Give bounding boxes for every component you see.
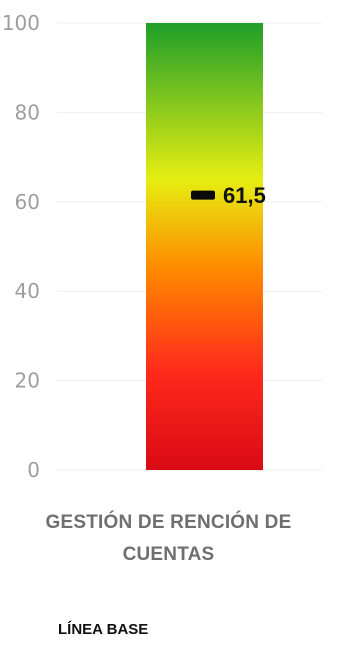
y-tick-label-60: 60 (15, 190, 40, 214)
y-tick-label-40: 40 (15, 279, 40, 303)
y-tick-label-80: 80 (15, 100, 40, 124)
markers: 61,5 (191, 183, 266, 208)
y-tick-label-20: 20 (15, 369, 40, 393)
bars (146, 23, 263, 470)
baseline-label: LÍNEA BASE (58, 621, 149, 638)
y-axis-ticks: 0 20 40 60 80 100 (2, 11, 40, 482)
y-tick-label-100: 100 (2, 11, 40, 35)
y-tick-label-0: 0 (27, 458, 40, 482)
bar-0 (146, 23, 263, 470)
value-marker (191, 190, 215, 200)
category-label-line-2: CUENTAS (122, 544, 215, 565)
category-label-line-1: GESTIÓN DE RENCIÓN DE (45, 512, 292, 533)
value-marker-label: 61,5 (223, 183, 266, 208)
